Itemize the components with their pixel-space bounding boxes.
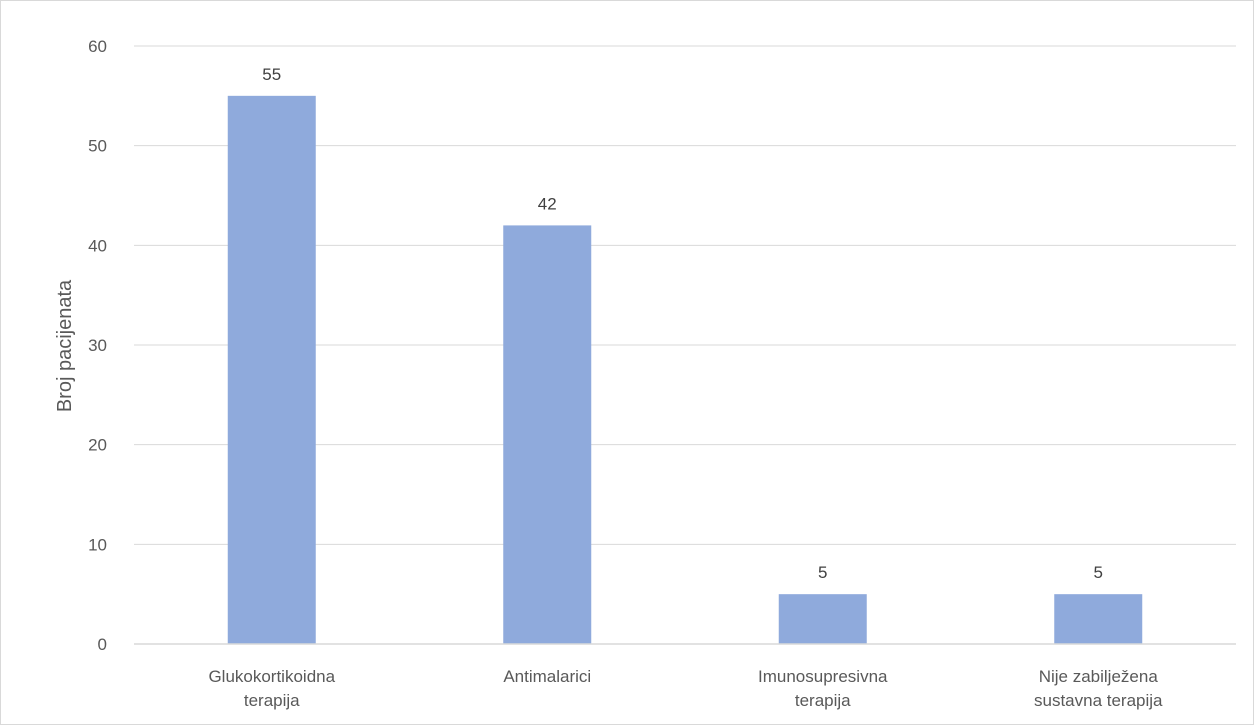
- bar: [778, 594, 867, 644]
- y-tick-label: 20: [88, 436, 107, 455]
- y-tick-labels: 0 10 20 30 40 50 60: [88, 37, 107, 654]
- x-tick-label: Glukokortikoidna: [208, 667, 335, 686]
- y-tick-label: 60: [88, 37, 107, 56]
- y-axis-title: Broj pacijenata: [54, 279, 76, 412]
- x-tick-labels: Glukokortikoidna terapija Antimalarici Imun…: [208, 667, 1163, 710]
- x-tick-label: terapija: [244, 691, 300, 710]
- x-tick-label: Imunosupresivna: [758, 667, 888, 686]
- data-label: 5: [1094, 563, 1103, 582]
- data-label: 42: [538, 194, 557, 213]
- data-label: 5: [818, 563, 827, 582]
- x-tick-label: Antimalarici: [503, 667, 591, 686]
- bar: [227, 95, 316, 645]
- y-tick-label: 10: [88, 535, 107, 554]
- y-tick-label: 30: [88, 336, 107, 355]
- bars: [227, 95, 1143, 645]
- y-tick-label: 50: [88, 137, 107, 156]
- y-tick-label: 0: [98, 635, 107, 654]
- x-tick-label: terapija: [795, 691, 851, 710]
- x-tick-label: sustavna terapija: [1034, 691, 1163, 710]
- bar: [1054, 594, 1143, 644]
- bar: [503, 225, 592, 644]
- gridlines: [134, 45, 1236, 545]
- data-label: 55: [262, 65, 281, 84]
- x-tick-label: Nije zabilježena: [1039, 667, 1159, 686]
- y-tick-label: 40: [88, 236, 107, 255]
